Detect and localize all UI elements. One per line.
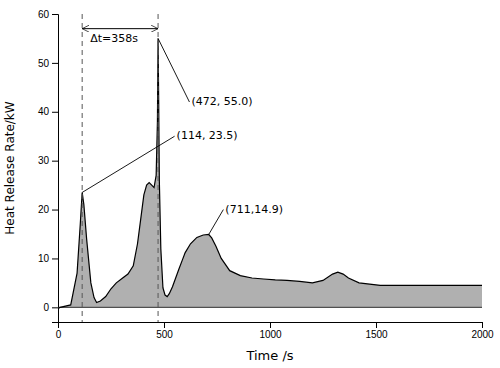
y-tick-label: 40 (38, 106, 50, 117)
plot: 0 500 1000 1500 2000 0 10 20 30 40 50 60 (472, 55.0)… (38, 9, 494, 340)
y-tick-label: 30 (38, 155, 50, 166)
y-tick: 10 (38, 253, 58, 264)
x-axis: 0 500 1000 1500 2000 (56, 322, 494, 340)
y-tick-mark (52, 14, 58, 15)
y-tick-label: 60 (38, 9, 50, 20)
x-axis-line (59, 323, 483, 329)
y-tick-mark (52, 112, 58, 113)
x-tick-mark (164, 322, 165, 328)
x-tick-label: 1500 (365, 329, 388, 340)
chart-container: 0 500 1000 1500 2000 0 10 20 30 40 50 60 (472, 55.0)… (0, 0, 500, 368)
y-tick: 40 (38, 106, 58, 117)
x-tick-mark (376, 322, 377, 328)
x-tick-label: 1000 (259, 329, 282, 340)
y-tick: 20 (38, 204, 58, 215)
vertical-line (82, 14, 83, 322)
y-tick-mark (52, 161, 58, 162)
x-tick: 1500 (365, 322, 388, 340)
area-fill (58, 38, 482, 308)
x-tick: 1000 (259, 322, 282, 340)
y-tick-mark (52, 307, 58, 308)
x-tick-label: 2000 (471, 329, 494, 340)
vertical-line (158, 14, 159, 322)
y-tick: 50 (38, 58, 58, 69)
x-tick-mark (482, 322, 483, 328)
x-tick: 0 (56, 322, 62, 340)
y-tick-mark (52, 210, 58, 211)
x-tick-label: 500 (156, 329, 173, 340)
y-axis-title: Heat Release Rate/kW (3, 101, 17, 234)
y-tick: 30 (38, 155, 58, 166)
y-tick-label: 10 (38, 253, 50, 264)
y-tick-label: 50 (38, 58, 50, 69)
annotations: (472, 55.0) (114, 23.5) (711,14.9) Δt=358s (82, 29, 283, 235)
y-tick-label: 0 (43, 302, 49, 313)
x-tick: 500 (156, 322, 173, 340)
annotation-pointer (158, 38, 189, 102)
chart-svg: 0 500 1000 1500 2000 0 10 20 30 40 50 60 (472, 55.0)… (0, 0, 500, 368)
line (58, 38, 482, 308)
arrow-label: Δt=358s (90, 32, 138, 45)
y-tick: 60 (38, 9, 58, 20)
annotation-pointer (209, 210, 224, 235)
y-axis-line (52, 15, 59, 323)
y-tick-mark (52, 63, 58, 64)
annotation-text: (114, 23.5) (177, 129, 238, 142)
x-tick-mark (270, 322, 271, 328)
y-tick-mark (52, 258, 58, 259)
x-tick: 2000 (471, 322, 494, 340)
x-axis-title: Time /s (245, 348, 293, 363)
annotation-text: (711,14.9) (225, 203, 283, 216)
annotation-pointer (82, 136, 174, 192)
interval-arrow (82, 28, 158, 29)
data-layer (58, 14, 482, 322)
annotation-text: (472, 55.0) (191, 95, 252, 108)
baseline (58, 307, 482, 308)
y-tick: 0 (43, 302, 58, 313)
y-tick-label: 20 (38, 204, 50, 215)
x-tick-label: 0 (56, 329, 62, 340)
y-axis: 0 10 20 30 40 50 60 (38, 9, 59, 323)
